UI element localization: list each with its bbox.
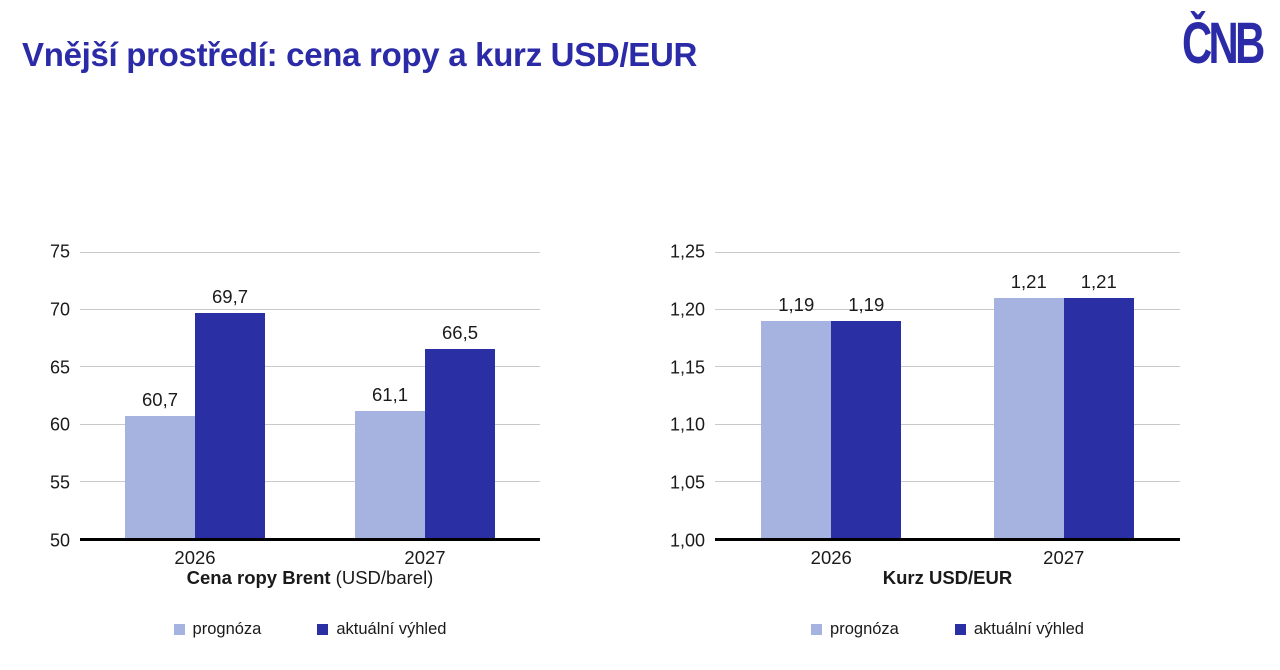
cnb-logo: ČNB xyxy=(1182,11,1265,76)
chart-usd-eur-rate: 1,25 1,20 1,15 1,10 1,05 1,00 1,19 1,19 2026 1,2… xyxy=(660,242,1180,639)
legend-swatch xyxy=(954,624,966,635)
y-tick-label: 70 xyxy=(49,299,70,320)
bar: 1,21 xyxy=(1063,271,1134,538)
y-tick-label: 50 xyxy=(49,530,70,551)
y-tick-label: 1,05 xyxy=(669,472,705,493)
page-title: Vnější prostředí: cena ropy a kurz USD/E… xyxy=(22,36,698,73)
gridline xyxy=(715,480,1180,482)
gridline xyxy=(715,309,1180,311)
legend-item: prognóza xyxy=(173,620,262,639)
legend-swatch xyxy=(173,624,185,635)
legend-label: aktuální výhled xyxy=(973,620,1084,638)
y-tick-label: 1,20 xyxy=(669,299,705,320)
legend-item: aktuální výhled xyxy=(317,620,446,639)
bar-group: 1,21 1,21 xyxy=(993,252,1134,538)
x-axis-title: Cena ropy Brent (USD/barel) xyxy=(80,567,540,589)
legend-label: aktuální výhled xyxy=(336,620,447,638)
bar-group: 60,7 69,7 xyxy=(125,252,265,538)
bar-value-label: 60,7 xyxy=(141,388,179,410)
bar: 1,19 xyxy=(761,294,832,538)
x-category-label: 2026 xyxy=(810,547,852,568)
legend-label: prognóza xyxy=(192,620,262,638)
gridline xyxy=(715,252,1180,253)
legend: prognóza aktuální výhled xyxy=(80,620,540,639)
x-axis-title-bold: Kurz USD/EUR xyxy=(882,567,1013,588)
bar: 66,5 xyxy=(425,322,495,538)
legend-label: prognóza xyxy=(830,620,899,638)
bar-value-label: 66,5 xyxy=(441,322,479,344)
gridline xyxy=(80,480,540,482)
gridline xyxy=(80,423,540,425)
x-axis-title: Kurz USD/EUR xyxy=(715,567,1180,589)
bar-value-label: 1,21 xyxy=(1010,270,1047,292)
legend-swatch xyxy=(317,624,329,635)
y-tick-label: 75 xyxy=(49,241,70,262)
y-axis: 1,25 1,20 1,15 1,10 1,05 1,00 xyxy=(660,242,715,551)
x-axis-title-rest: (USD/barel) xyxy=(330,567,434,588)
bar-group: 61,1 66,5 xyxy=(355,252,495,538)
legend: prognóza aktuální výhled xyxy=(715,620,1180,639)
gridline xyxy=(715,366,1180,368)
y-tick-label: 1,15 xyxy=(669,357,705,378)
bar-value-label: 1,19 xyxy=(848,293,885,315)
bar-value-label: 1,21 xyxy=(1080,270,1117,292)
legend-item: prognóza xyxy=(811,620,899,639)
y-tick-label: 1,10 xyxy=(669,414,705,435)
x-category-label: 2027 xyxy=(1043,547,1085,568)
y-tick-label: 1,00 xyxy=(669,530,705,551)
y-tick-label: 65 xyxy=(49,357,70,378)
bar-value-label: 61,1 xyxy=(371,384,409,406)
legend-item: aktuální výhled xyxy=(954,620,1084,639)
gridline xyxy=(715,423,1180,425)
gridline xyxy=(80,309,540,311)
x-axis-title-bold: Cena ropy Brent xyxy=(186,567,331,588)
gridline xyxy=(80,366,540,368)
bar: 1,19 xyxy=(831,294,902,538)
y-tick-label: 1,25 xyxy=(669,241,705,262)
bar: 1,21 xyxy=(993,271,1064,538)
plot-area: 1,19 1,19 2026 1,21 1,21 2027 xyxy=(715,252,1180,568)
x-category-label: 2027 xyxy=(404,547,446,568)
bar: 60,7 xyxy=(125,389,195,538)
bar-group: 1,19 1,19 xyxy=(761,252,902,538)
y-axis: 75 70 65 60 55 50 xyxy=(30,242,80,551)
chart-brent-oil-price: 75 70 65 60 55 50 60,7 69,7 2026 61,1 66,5 2027 Ce… xyxy=(30,242,540,639)
bar: 69,7 xyxy=(195,286,265,538)
gridline xyxy=(80,252,540,253)
y-tick-label: 55 xyxy=(49,472,70,493)
bar-value-label: 69,7 xyxy=(211,285,249,307)
bar-value-label: 1,19 xyxy=(778,293,815,315)
legend-swatch xyxy=(811,624,823,635)
y-tick-label: 60 xyxy=(49,414,70,435)
plot-area: 60,7 69,7 2026 61,1 66,5 2027 xyxy=(80,252,540,568)
bar: 61,1 xyxy=(355,384,425,538)
x-category-label: 2026 xyxy=(174,547,216,568)
